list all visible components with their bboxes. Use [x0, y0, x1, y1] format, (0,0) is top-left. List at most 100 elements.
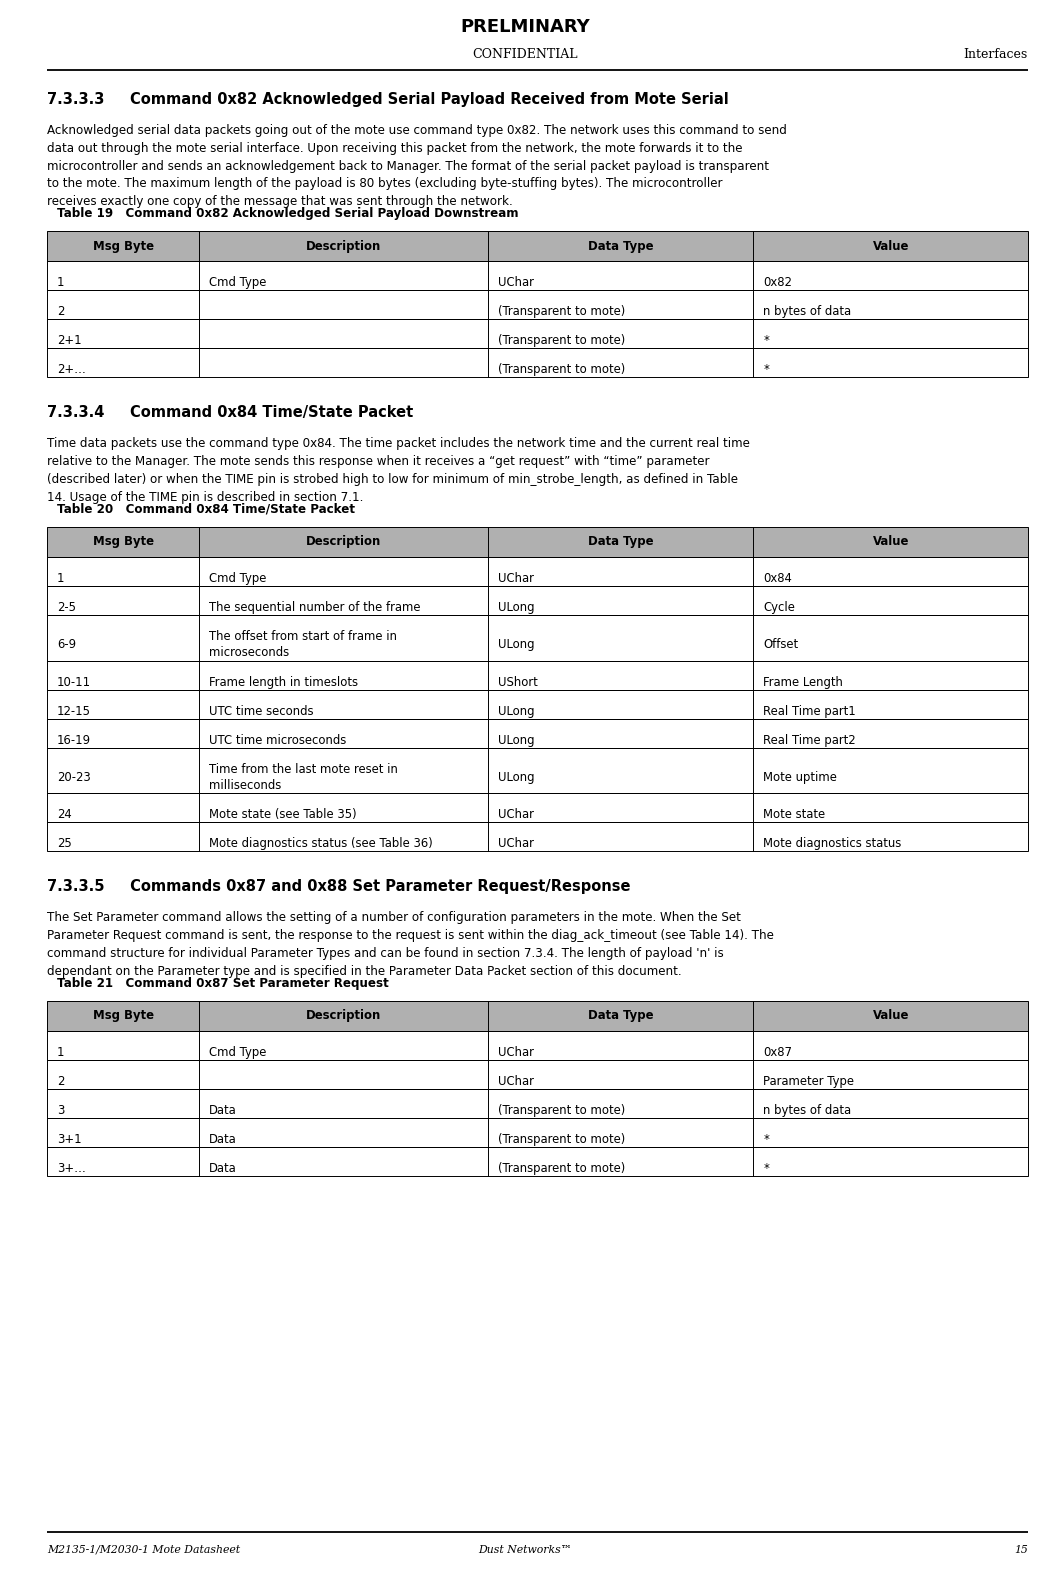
Text: Data Type: Data Type: [588, 1010, 654, 1022]
Text: receives exactly one copy of the message that was sent through the network.: receives exactly one copy of the message…: [47, 195, 512, 209]
Text: UChar: UChar: [499, 837, 534, 851]
Text: 7.3.3.5     Commands 0x87 and 0x88 Set Parameter Request/Response: 7.3.3.5 Commands 0x87 and 0x88 Set Param…: [47, 879, 630, 895]
Bar: [47, 586, 1028, 614]
Text: 24: 24: [57, 809, 71, 821]
Bar: [47, 793, 1028, 823]
Text: Data: Data: [209, 1162, 237, 1174]
Text: PRELMINARY: PRELMINARY: [460, 17, 590, 36]
Text: 25: 25: [57, 837, 71, 851]
Text: Msg Byte: Msg Byte: [92, 535, 153, 548]
Text: (described later) or when the TIME pin is strobed high to low for minimum of min: (described later) or when the TIME pin i…: [47, 473, 738, 485]
Text: Frame length in timeslots: Frame length in timeslots: [209, 675, 358, 689]
Text: Real Time part1: Real Time part1: [763, 705, 856, 717]
Text: Mote diagnostics status (see Table 36): Mote diagnostics status (see Table 36): [209, 837, 433, 851]
Text: (Transparent to mote): (Transparent to mote): [499, 1104, 626, 1116]
Text: 3+…: 3+…: [57, 1162, 86, 1174]
Bar: [47, 1118, 1028, 1146]
Text: 1: 1: [57, 276, 64, 289]
Bar: [47, 319, 1028, 349]
Text: Offset: Offset: [763, 637, 798, 652]
Text: UChar: UChar: [499, 1075, 534, 1088]
Text: Description: Description: [307, 535, 381, 548]
Text: to the mote. The maximum length of the payload is 80 bytes (excluding byte-stuff: to the mote. The maximum length of the p…: [47, 177, 722, 190]
Bar: [47, 1060, 1028, 1090]
Text: (Transparent to mote): (Transparent to mote): [499, 334, 626, 347]
Bar: [47, 1060, 1028, 1090]
Text: Cmd Type: Cmd Type: [209, 571, 267, 584]
Text: 2-5: 2-5: [57, 601, 76, 614]
Bar: [47, 614, 1028, 661]
Text: n bytes of data: n bytes of data: [763, 305, 852, 319]
Bar: [47, 231, 1028, 261]
Text: The Set Parameter command allows the setting of a number of configuration parame: The Set Parameter command allows the set…: [47, 912, 741, 925]
Bar: [47, 1146, 1028, 1176]
Bar: [47, 614, 1028, 661]
Text: 3: 3: [57, 1104, 64, 1116]
Text: 2+1: 2+1: [57, 334, 82, 347]
Bar: [47, 661, 1028, 689]
Bar: [47, 1031, 1028, 1060]
Bar: [47, 526, 1028, 557]
Text: Msg Byte: Msg Byte: [92, 240, 153, 253]
Text: *: *: [763, 363, 770, 377]
Text: 1: 1: [57, 1046, 64, 1058]
Text: Parameter Type: Parameter Type: [763, 1075, 855, 1088]
Text: 0x84: 0x84: [763, 571, 792, 584]
Bar: [47, 557, 1028, 586]
Bar: [47, 823, 1028, 851]
Text: ULong: ULong: [499, 705, 534, 717]
Bar: [47, 661, 1028, 689]
Text: Value: Value: [873, 1010, 909, 1022]
Text: Mote state: Mote state: [763, 809, 825, 821]
Text: CONFIDENTIAL: CONFIDENTIAL: [472, 49, 578, 61]
Text: 0x82: 0x82: [763, 276, 792, 289]
Text: Data Type: Data Type: [588, 535, 654, 548]
Bar: [47, 349, 1028, 377]
Text: ULong: ULong: [499, 637, 534, 652]
Text: (Transparent to mote): (Transparent to mote): [499, 1134, 626, 1146]
Text: 1: 1: [57, 571, 64, 584]
Text: Parameter Request command is sent, the response to the request is sent within th: Parameter Request command is sent, the r…: [47, 929, 774, 942]
Text: (Transparent to mote): (Transparent to mote): [499, 1162, 626, 1174]
Text: UChar: UChar: [499, 276, 534, 289]
Text: command structure for individual Parameter Types and can be found in section 7.3: command structure for individual Paramet…: [47, 947, 723, 959]
Bar: [47, 231, 1028, 261]
Text: *: *: [763, 334, 770, 347]
Text: Value: Value: [873, 240, 909, 253]
Text: 2: 2: [57, 305, 64, 319]
Text: 10-11: 10-11: [57, 675, 91, 689]
Text: Time data packets use the command type 0x84. The time packet includes the networ: Time data packets use the command type 0…: [47, 436, 750, 451]
Text: 20-23: 20-23: [57, 771, 90, 783]
Bar: [47, 1000, 1028, 1031]
Text: microcontroller and sends an acknowledgement back to Manager. The format of the : microcontroller and sends an acknowledge…: [47, 160, 769, 173]
Text: Mote diagnostics status: Mote diagnostics status: [763, 837, 902, 851]
Text: UChar: UChar: [499, 809, 534, 821]
Text: Interfaces: Interfaces: [964, 49, 1028, 61]
Text: Table 21   Command 0x87 Set Parameter Request: Table 21 Command 0x87 Set Parameter Requ…: [57, 977, 388, 989]
Text: *: *: [763, 1162, 770, 1174]
Text: Frame Length: Frame Length: [763, 675, 843, 689]
Bar: [47, 557, 1028, 586]
Text: (Transparent to mote): (Transparent to mote): [499, 305, 626, 319]
Text: (Transparent to mote): (Transparent to mote): [499, 363, 626, 377]
Text: milliseconds: milliseconds: [209, 779, 281, 793]
Bar: [47, 319, 1028, 349]
Text: 14. Usage of the TIME pin is described in section 7.1.: 14. Usage of the TIME pin is described i…: [47, 490, 363, 504]
Bar: [47, 689, 1028, 719]
Text: *: *: [763, 1134, 770, 1146]
Text: dependant on the Parameter type and is specified in the Parameter Data Packet se: dependant on the Parameter type and is s…: [47, 966, 681, 978]
Text: 15: 15: [1014, 1545, 1028, 1554]
Text: M2135-1/M2030-1 Mote Datasheet: M2135-1/M2030-1 Mote Datasheet: [47, 1545, 240, 1554]
Text: UTC time microseconds: UTC time microseconds: [209, 733, 346, 746]
Bar: [47, 823, 1028, 851]
Text: Msg Byte: Msg Byte: [92, 1010, 153, 1022]
Text: Dust Networks™: Dust Networks™: [478, 1545, 572, 1554]
Text: data out through the mote serial interface. Upon receiving this packet from the : data out through the mote serial interfa…: [47, 141, 742, 155]
Text: 3+1: 3+1: [57, 1134, 82, 1146]
Bar: [47, 586, 1028, 614]
Bar: [47, 261, 1028, 290]
Bar: [47, 793, 1028, 823]
Text: UShort: UShort: [499, 675, 539, 689]
Bar: [47, 261, 1028, 290]
Text: ULong: ULong: [499, 601, 534, 614]
